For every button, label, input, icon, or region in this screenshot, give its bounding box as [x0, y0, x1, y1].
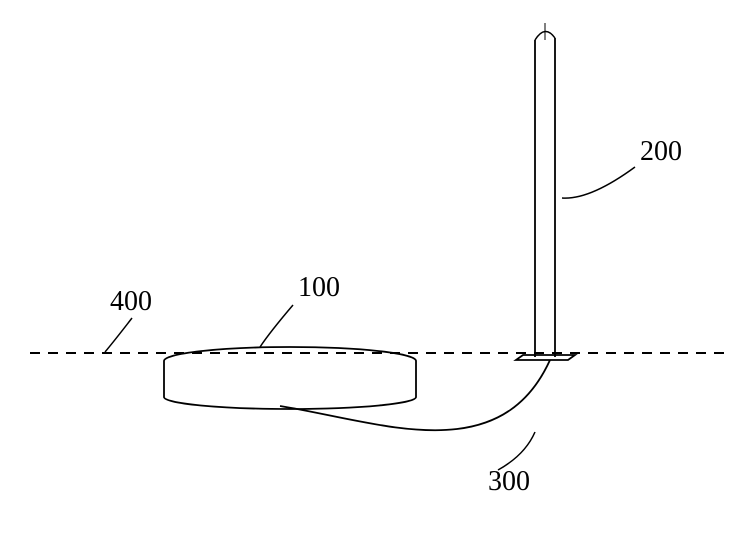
- leader-200: [562, 167, 635, 198]
- leader-400: [105, 318, 132, 352]
- leader-300: [498, 432, 535, 470]
- disc: [164, 347, 416, 409]
- label-400: 400: [110, 286, 152, 317]
- label-300: 300: [488, 466, 530, 497]
- leader-100: [260, 305, 293, 347]
- rod: [535, 23, 555, 357]
- plate: [516, 355, 575, 360]
- label-100: 100: [298, 272, 340, 303]
- label-200: 200: [640, 136, 682, 167]
- patent-figure: 400 100 200 300: [0, 0, 753, 544]
- arm: [280, 360, 550, 430]
